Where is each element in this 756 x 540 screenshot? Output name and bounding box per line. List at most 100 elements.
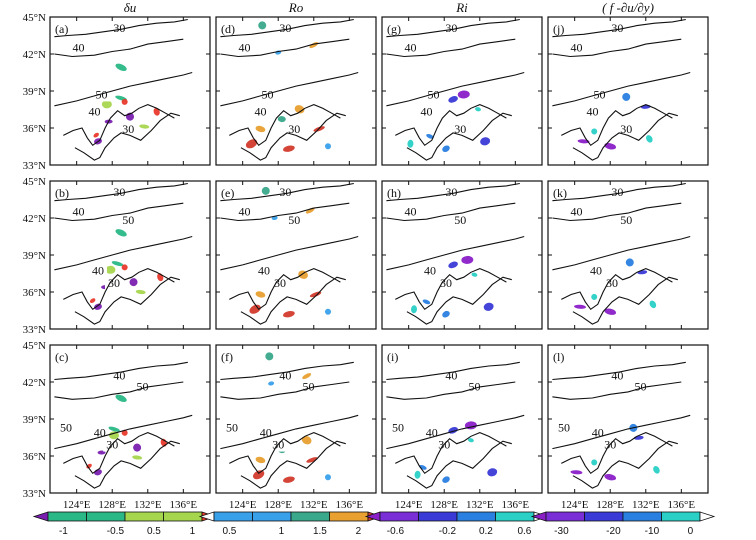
x-tick-label: 132°E <box>466 499 494 511</box>
shading-patch <box>93 132 99 138</box>
shading-patch <box>442 310 450 318</box>
contour-label: 50 <box>60 420 72 434</box>
shading-patch <box>410 305 418 314</box>
contour-line <box>386 71 525 107</box>
coastline <box>229 432 341 475</box>
colorbar-tick-label: 0 <box>688 526 694 537</box>
colorbar: -0.6 -0.2 0.2 0.6 <box>364 511 550 537</box>
x-tick-label: 132°E <box>632 499 660 511</box>
shading-patch <box>132 455 143 460</box>
x-tick-label: 128°E <box>430 499 458 511</box>
shading-patch <box>115 229 127 237</box>
contour-label: 30 <box>279 185 291 199</box>
colorbar-tip <box>699 511 716 522</box>
colorbar-tip <box>32 511 49 522</box>
contour-label-bg <box>223 422 241 435</box>
shading-patch <box>129 278 138 287</box>
map-panel: 30 40 50 40 30 (e) <box>215 180 377 330</box>
panel-label: (l) <box>553 350 564 364</box>
x-tick-label: 124°E <box>395 499 423 511</box>
shading-patch <box>282 145 295 152</box>
colorbar-segment <box>86 511 126 522</box>
x-tick-label: 124°E <box>561 499 589 511</box>
contour-line <box>54 235 193 271</box>
coastline <box>572 276 678 325</box>
shading-patch <box>570 470 583 475</box>
contour-line <box>54 414 193 450</box>
contour-label-bg <box>89 265 107 278</box>
coastline <box>63 432 175 475</box>
contour-label: 30 <box>445 185 457 199</box>
colorbar-segment <box>329 511 369 522</box>
x-tick-label: 136°E <box>668 499 696 511</box>
contour-line <box>386 18 520 38</box>
shading-patch <box>121 264 128 271</box>
contour-label: 40 <box>586 105 598 119</box>
contour-label: 40 <box>404 41 416 55</box>
contour-line <box>552 71 691 107</box>
contour-label-bg <box>119 215 138 228</box>
contour-label: 40 <box>590 264 602 278</box>
shading-patch <box>422 299 431 305</box>
shading-patch <box>591 459 598 466</box>
contour-label-bg <box>110 186 129 199</box>
panel-background <box>548 345 708 493</box>
contour-label: 30 <box>606 276 618 290</box>
contour-label-bg <box>435 439 454 452</box>
contour-line <box>552 18 686 38</box>
contour-label: 50 <box>454 213 466 227</box>
shading-patch <box>325 308 331 315</box>
contour-line <box>220 38 350 58</box>
contour-label: 50 <box>226 420 238 434</box>
shading-patch <box>115 394 127 402</box>
y-tick-label: 45°N <box>23 176 46 188</box>
shading-patch <box>301 436 312 445</box>
contour-line <box>386 414 525 450</box>
contour-label: 30 <box>445 21 457 35</box>
y-tick-label: 39°N <box>23 86 46 98</box>
contour-label-bg <box>617 123 636 136</box>
contour-label-bg <box>421 265 439 278</box>
y-tick-label: 36°N <box>23 287 46 299</box>
contour-label: 30 <box>611 21 623 35</box>
shading-patch <box>591 293 598 300</box>
contour-line <box>386 182 520 202</box>
y-tick-label: 33°N <box>23 488 46 500</box>
contour-line <box>386 202 516 222</box>
contour-label-bg <box>417 106 436 119</box>
contour-label-bg <box>119 123 138 136</box>
coastline <box>240 440 346 489</box>
contour-label: 40 <box>94 425 106 439</box>
contour-label: 40 <box>238 41 250 55</box>
contour-label-bg <box>85 106 104 119</box>
coastline <box>572 440 678 489</box>
colorbar-tick-label: 2 <box>356 526 362 537</box>
colorbar-segment <box>661 511 701 522</box>
contour-label: 50 <box>122 213 134 227</box>
colorbar-segment <box>213 511 253 522</box>
colorbar-segment <box>545 511 585 522</box>
contour-label: 40 <box>88 105 100 119</box>
shading-patch <box>448 261 458 269</box>
panel-label: (b) <box>55 186 69 200</box>
contour-label: 40 <box>72 205 84 219</box>
colorbar-segment <box>495 511 535 522</box>
contour-label-bg <box>110 22 129 35</box>
contour-label-bg <box>437 278 455 291</box>
colorbar-tick-label: -10 <box>645 526 660 537</box>
shading-patch <box>105 265 116 274</box>
colorbar: -1 -0.5 0.5 1 <box>32 511 218 537</box>
column-title: Ri <box>455 0 468 15</box>
shading-patch <box>277 116 286 123</box>
x-tick-label: 132°E <box>300 499 328 511</box>
shading-patch <box>115 63 127 71</box>
contour-label-bg <box>401 42 420 55</box>
shading-patch <box>298 270 308 279</box>
panel-background <box>50 345 210 493</box>
shading-patch <box>646 135 653 143</box>
colorbar-tick-label: -1 <box>59 526 68 537</box>
shading-patch <box>133 443 142 452</box>
